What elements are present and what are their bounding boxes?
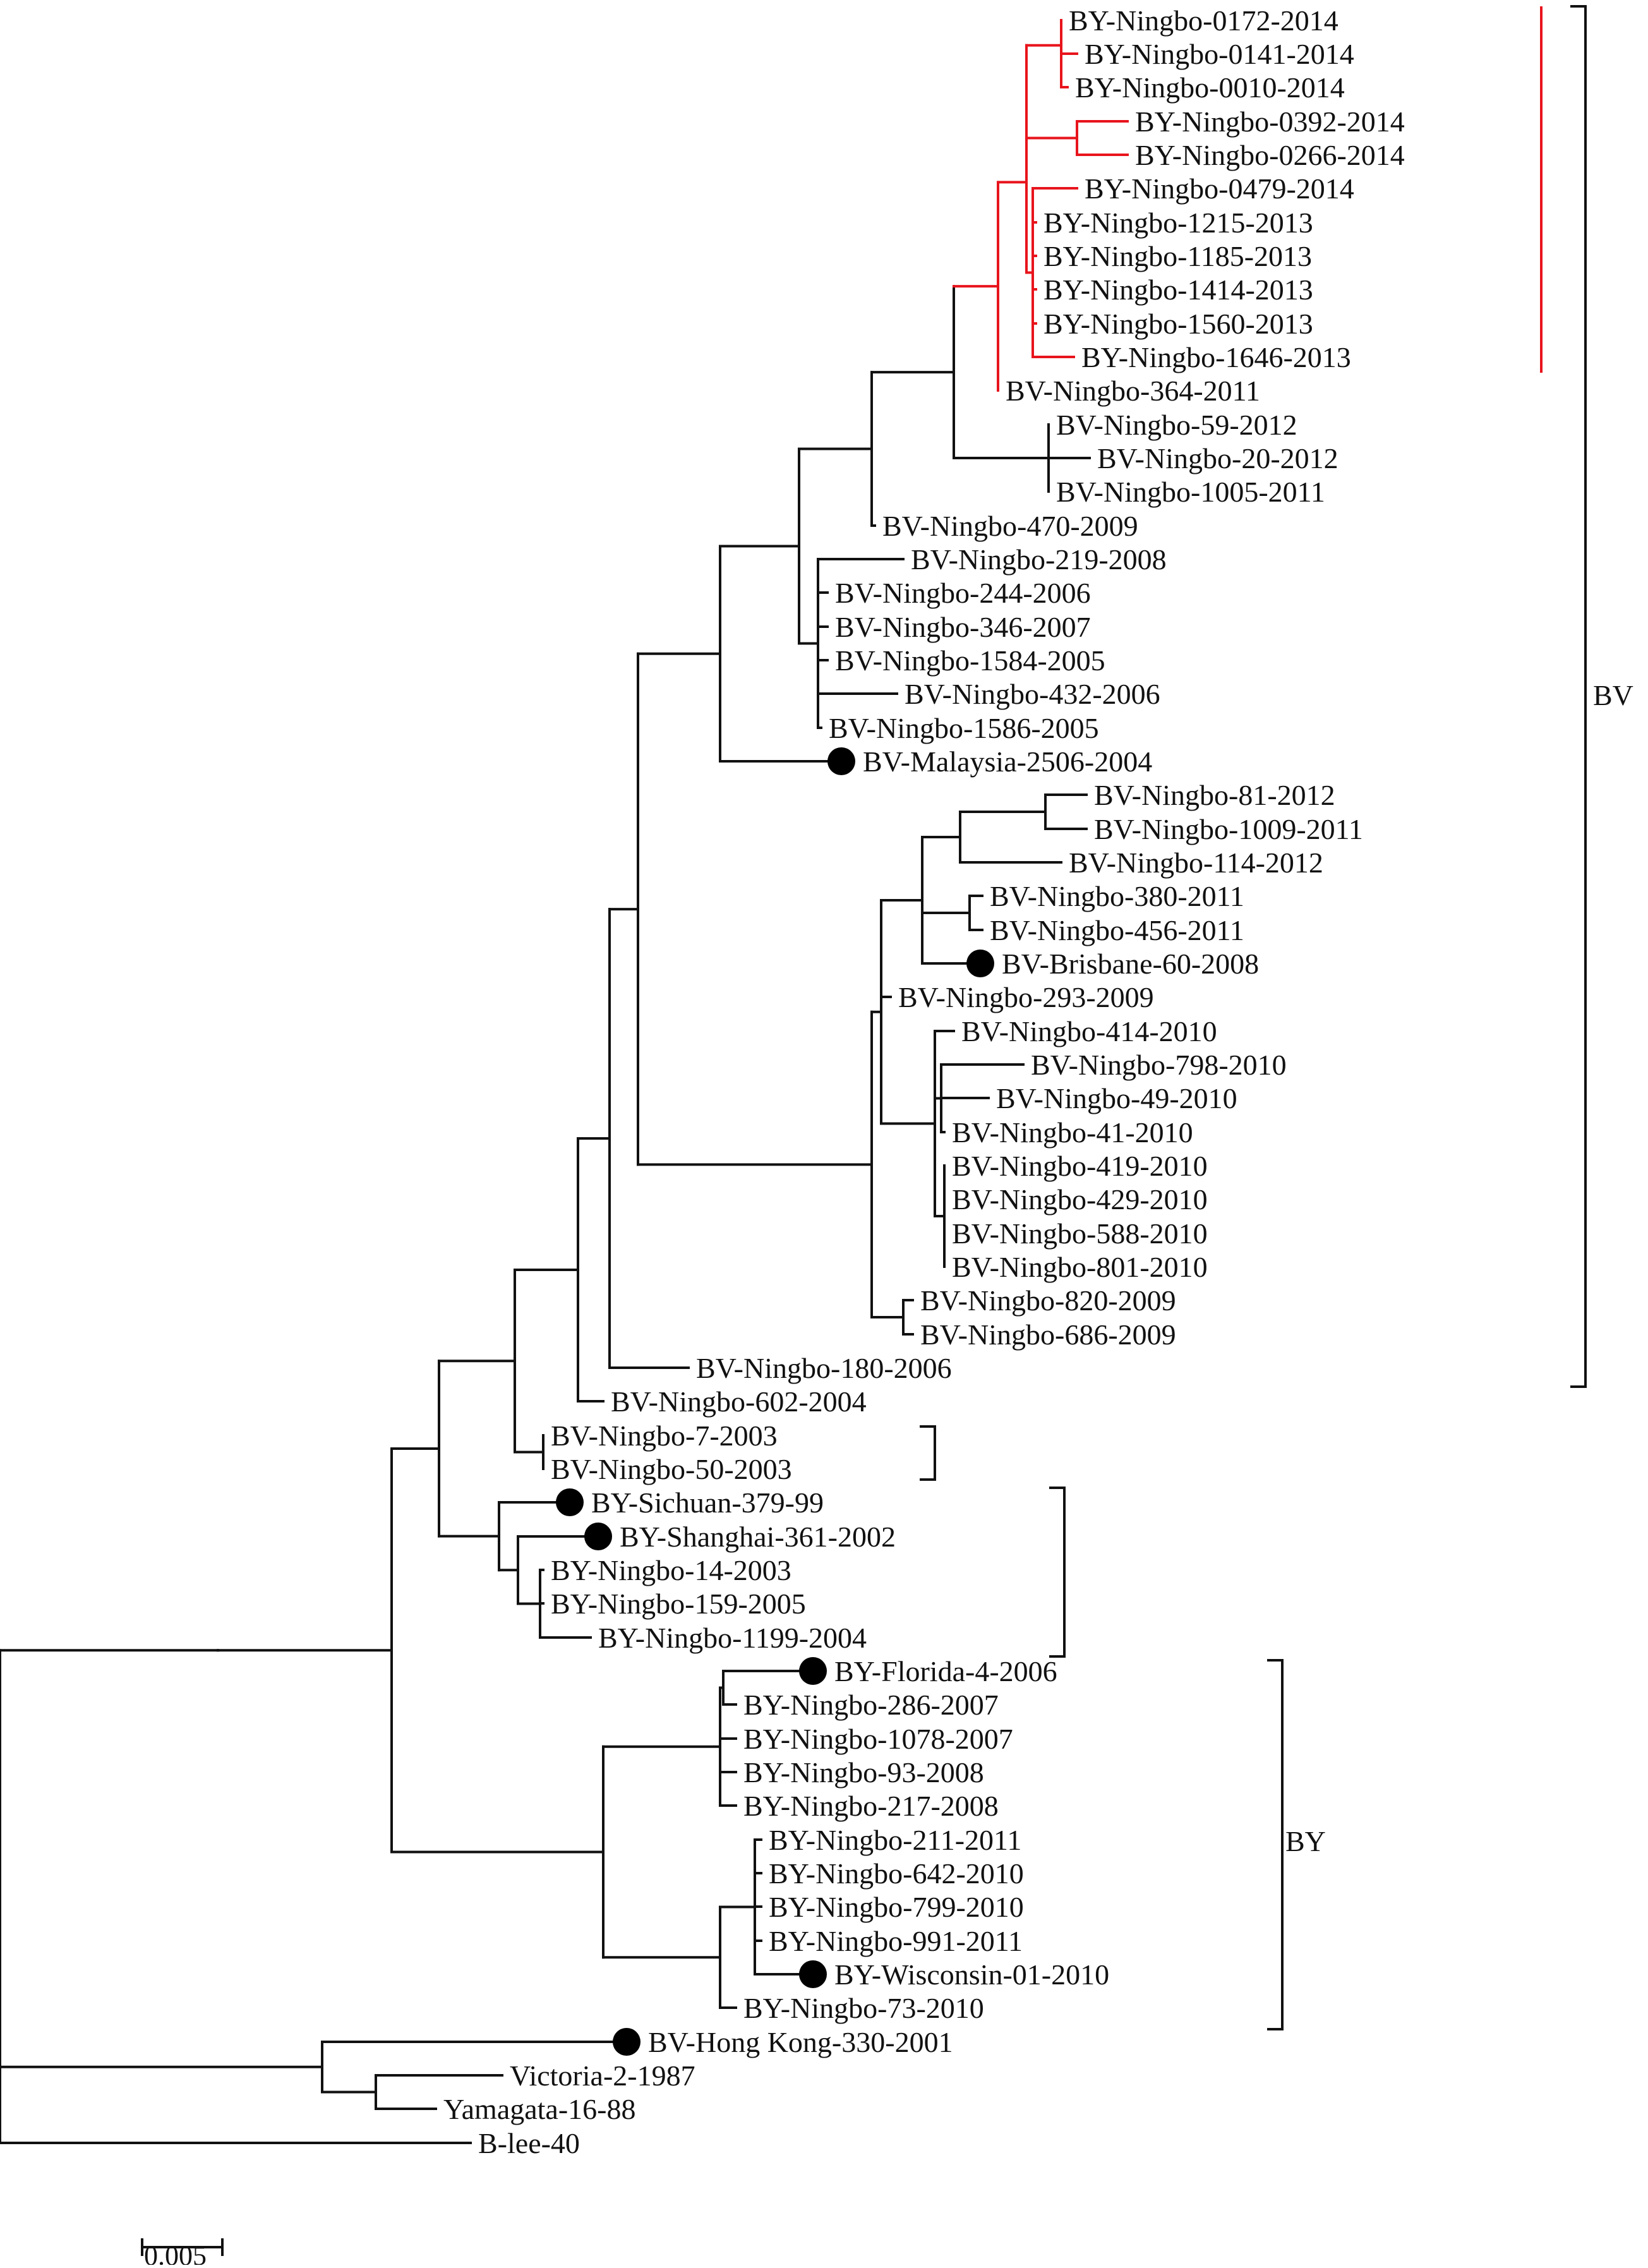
leaf-label: BY-Florida-4-2006 [834, 1655, 1057, 1687]
clade-brackets: BV BY [920, 5, 1633, 2030]
leaf-label: BV-Ningbo-114-2012 [1069, 847, 1323, 879]
leaf-label: BV-Brisbane-60-2008 [1002, 948, 1259, 980]
leaf-label: BY-Ningbo-1560-2013 [1044, 308, 1313, 340]
leaf-label: Yamagata-16-88 [443, 2093, 635, 2125]
leaf-label: BY-Ningbo-991-2011 [769, 1925, 1023, 1957]
leaf-label: BV-Ningbo-20-2012 [1097, 442, 1338, 474]
leaf-label: BV-Ningbo-244-2006 [835, 577, 1091, 609]
leaf-label: BY-Ningbo-286-2007 [743, 1689, 999, 1721]
leaf-label: BV-Ningbo-219-2008 [911, 543, 1167, 576]
leaf-label: BV-Ningbo-820-2009 [920, 1284, 1176, 1317]
leaf-label: B-lee-40 [478, 2127, 580, 2159]
leaf-label: BV-Ningbo-588-2010 [952, 1217, 1208, 1250]
leaf-label: BY-Ningbo-211-2011 [769, 1824, 1021, 1856]
leaf-label: BV-Ningbo-456-2011 [990, 914, 1244, 946]
leaf-label: BV-Hong Kong-330-2001 [648, 2026, 953, 2058]
leaf-label: BV-Ningbo-49-2010 [996, 1082, 1237, 1114]
reference-strain-marker [584, 1523, 612, 1550]
reference-strain-marker [556, 1488, 584, 1516]
leaf-label: Victoria-2-1987 [510, 2060, 695, 2092]
tree-branches [0, 19, 1129, 2144]
leaf-label: BV-Ningbo-798-2010 [1031, 1049, 1287, 1081]
leaf-label: BV-Ningbo-81-2012 [1094, 779, 1335, 811]
leaf-label: BV-Ningbo-414-2010 [961, 1015, 1217, 1047]
leaf-label: BV-Ningbo-801-2010 [952, 1251, 1208, 1283]
scale-bar: 0.005 [141, 2238, 224, 2268]
leaf-label: BV-Ningbo-7-2003 [551, 1420, 778, 1452]
leaf-label: BV-Ningbo-470-2009 [882, 510, 1138, 542]
leaf-label: BV-Ningbo-41-2010 [952, 1116, 1193, 1149]
leaf-label: BY-Shanghai-361-2002 [620, 1521, 896, 1553]
leaf-label: BY-Ningbo-1646-2013 [1081, 341, 1351, 373]
leaf-label: BV-Ningbo-686-2009 [920, 1318, 1176, 1351]
leaf-label: BY-Wisconsin-01-2010 [834, 1958, 1109, 1991]
reference-strain-marker [966, 950, 994, 977]
leaf-label: BY-Ningbo-1414-2013 [1044, 274, 1313, 306]
leaf-label: BY-Ningbo-93-2008 [743, 1756, 984, 1788]
leaf-label: BV-Ningbo-419-2010 [952, 1150, 1208, 1182]
leaf-label: BV-Ningbo-180-2006 [696, 1352, 952, 1384]
by-clade-bracket [1267, 1659, 1284, 2030]
bv-clade-label: BV [1593, 679, 1633, 711]
by-early-subgroup-bracket [1049, 1487, 1066, 1658]
leaf-label: BV-Ningbo-1005-2011 [1056, 476, 1325, 508]
leaf-label: BY-Ningbo-0010-2014 [1075, 71, 1345, 104]
leaf-label: BY-Ningbo-0392-2014 [1135, 106, 1405, 138]
by-clade-label: BY [1285, 1825, 1326, 1857]
leaf-label: BV-Malaysia-2506-2004 [863, 745, 1152, 778]
leaf-label: BV-Ningbo-602-2004 [611, 1385, 867, 1418]
leaf-label: BY-Ningbo-159-2005 [551, 1588, 806, 1620]
leaf-label: BV-Ningbo-364-2011 [1006, 375, 1260, 407]
leaf-label: BV-Ningbo-1009-2011 [1094, 813, 1363, 845]
reference-strain-marker [613, 2028, 641, 2056]
leaf-label: BV-Ningbo-1586-2005 [829, 712, 1099, 744]
leaf-label: BV-Ningbo-380-2011 [990, 880, 1244, 912]
bv-clade-bracket [1570, 5, 1587, 1388]
leaf-label: BV-Ningbo-346-2007 [835, 611, 1091, 643]
leaf-label: BY-Ningbo-0479-2014 [1085, 172, 1354, 205]
reference-strain-marker [799, 1657, 827, 1685]
leaf-label: BY-Ningbo-73-2010 [743, 1992, 984, 2024]
tree-leaves: BY-Ningbo-0172-2014BY-Ningbo-0141-2014BY… [443, 4, 1405, 2159]
reference-strain-marker [827, 747, 855, 775]
reference-strain-marker [799, 1960, 827, 1988]
leaf-label: BY-Ningbo-799-2010 [769, 1891, 1024, 1923]
leaf-label: BY-Ningbo-1199-2004 [598, 1622, 867, 1654]
leaf-label: BY-Ningbo-0172-2014 [1069, 4, 1338, 37]
leaf-label: BY-Ningbo-217-2008 [743, 1790, 999, 1822]
leaf-label: BV-Ningbo-59-2012 [1056, 409, 1297, 441]
leaf-label: BV-Ningbo-432-2006 [905, 678, 1160, 710]
leaf-label: BY-Ningbo-0266-2014 [1135, 139, 1405, 171]
leaf-label: BY-Ningbo-642-2010 [769, 1857, 1024, 1890]
leaf-label: BV-Ningbo-429-2010 [952, 1183, 1208, 1215]
leaf-label: BV-Ningbo-50-2003 [551, 1453, 792, 1485]
scale-bar-label: 0.005 [144, 2240, 207, 2265]
leaf-label: BV-Ningbo-1584-2005 [835, 644, 1105, 677]
leaf-label: BY-Ningbo-1078-2007 [743, 1723, 1013, 1755]
leaf-label: BY-Ningbo-1185-2013 [1044, 240, 1312, 272]
leaf-label: BY-Ningbo-14-2003 [551, 1554, 791, 1586]
leaf-label: BV-Ningbo-293-2009 [898, 981, 1154, 1013]
leaf-label: BY-Ningbo-0141-2014 [1085, 38, 1354, 70]
leaf-label: BY-Ningbo-1215-2013 [1044, 207, 1313, 239]
leaf-label: BY-Sichuan-379-99 [591, 1487, 824, 1519]
bv-2003-subgroup-bracket [920, 1425, 936, 1481]
